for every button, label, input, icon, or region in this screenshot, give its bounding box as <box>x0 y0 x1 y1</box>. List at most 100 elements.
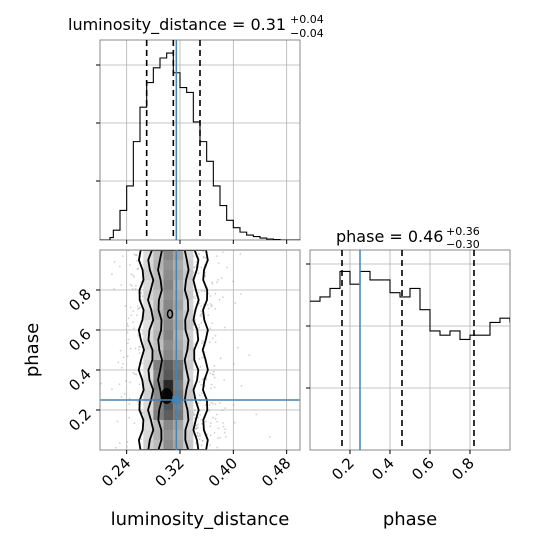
density-cell <box>173 280 184 290</box>
scatter-point <box>223 326 226 329</box>
y-tick-label-phase: 0.6 <box>65 325 95 355</box>
scatter-point <box>100 382 102 385</box>
scatter-point <box>126 322 129 325</box>
scatter-point <box>212 402 214 405</box>
scatter-point <box>211 337 214 340</box>
scatter-point <box>217 279 219 281</box>
density-cell <box>163 400 174 410</box>
scatter-point <box>133 253 136 256</box>
scatter-point <box>222 425 225 428</box>
xlabel-luminosity-distance: luminosity_distance <box>111 509 290 530</box>
scatter-point <box>136 268 139 271</box>
x-tick-label-luminosity-distance: 0.32 <box>151 454 187 490</box>
scatter-point <box>130 273 133 276</box>
scatter-point <box>130 285 133 287</box>
x-tick-label-phase: 0.8 <box>448 454 478 484</box>
density-cell <box>143 430 154 440</box>
scatter-point <box>234 302 237 304</box>
scatter-point <box>196 434 199 437</box>
density-cell <box>173 260 184 270</box>
scatter-point <box>222 422 225 424</box>
scatter-point <box>141 412 144 414</box>
scatter-point <box>200 305 203 307</box>
density-cell <box>143 380 154 390</box>
scatter-point <box>198 432 201 435</box>
scatter-point <box>216 446 219 449</box>
scatter-point <box>193 409 196 412</box>
density-cell <box>143 420 154 430</box>
xlabel-phase: phase <box>383 509 437 530</box>
scatter-point <box>200 315 203 318</box>
scatter-point <box>212 370 215 373</box>
contour-line <box>137 250 209 450</box>
scatter-point <box>215 413 218 416</box>
scatter-point <box>129 283 132 286</box>
scatter-point <box>213 432 216 434</box>
scatter-point <box>115 446 117 449</box>
density-cell <box>173 370 184 380</box>
density-peak <box>160 388 173 404</box>
panel-2d-density <box>96 249 301 454</box>
scatter-point <box>126 355 129 357</box>
scatter-point <box>198 438 201 441</box>
density-cell <box>163 360 174 370</box>
scatter-point <box>201 440 204 442</box>
scatter-point <box>195 261 198 263</box>
scatter-point <box>206 304 209 306</box>
density-cell <box>163 270 174 280</box>
scatter-point <box>132 310 135 312</box>
title-luminosity-distance-sup: +0.04 <box>290 13 324 26</box>
density-cell <box>183 250 194 260</box>
scatter-point <box>239 253 242 255</box>
scatter-point <box>111 273 113 276</box>
scatter-point <box>136 314 138 317</box>
scatter-point <box>132 321 134 324</box>
scatter-point <box>127 342 129 345</box>
scatter-point <box>127 317 130 320</box>
scatter-point <box>204 271 207 274</box>
y-tick-label-phase: 0.2 <box>65 405 95 435</box>
scatter-point <box>200 392 203 395</box>
scatter-point <box>132 274 135 277</box>
scatter-point <box>233 421 236 424</box>
density-cell <box>153 430 164 440</box>
density-cell <box>173 400 184 410</box>
scatter-point <box>140 438 143 440</box>
scatter-point <box>196 432 199 434</box>
scatter-point <box>213 365 216 367</box>
scatter-point <box>217 427 220 430</box>
scatter-point <box>126 331 129 334</box>
density-cell <box>173 380 184 390</box>
scatter-point <box>134 288 137 290</box>
density-cell <box>173 270 184 280</box>
scatter-point <box>129 264 131 266</box>
title-phase: phase = 0.46 <box>336 227 443 246</box>
y-tick-label-phase: 0.8 <box>65 285 95 315</box>
scatter-point <box>204 275 206 277</box>
x-tick-label-phase: 0.2 <box>328 454 358 484</box>
scatter-point <box>239 293 242 295</box>
density-cell <box>143 350 154 360</box>
scatter-point <box>202 250 205 253</box>
scatter-point <box>219 357 222 360</box>
density-cell <box>153 320 164 330</box>
scatter-point <box>137 267 140 270</box>
density-cell <box>143 390 154 400</box>
density-cell <box>163 420 174 430</box>
density-cell <box>143 280 154 290</box>
scatter-point <box>122 255 124 257</box>
scatter-point <box>201 339 204 342</box>
scatter-point <box>214 417 217 420</box>
density-cell <box>143 300 154 310</box>
scatter-point <box>113 260 116 263</box>
histogram-luminosity-distance <box>100 52 300 240</box>
density-cell <box>173 300 184 310</box>
density-cell <box>173 290 184 300</box>
scatter-point <box>213 386 216 389</box>
scatter-point <box>129 347 132 350</box>
scatter-point <box>209 425 212 428</box>
scatter-point <box>214 334 217 337</box>
scatter-point <box>141 412 144 414</box>
density-cell <box>163 440 174 450</box>
frame-h2 <box>309 249 511 451</box>
